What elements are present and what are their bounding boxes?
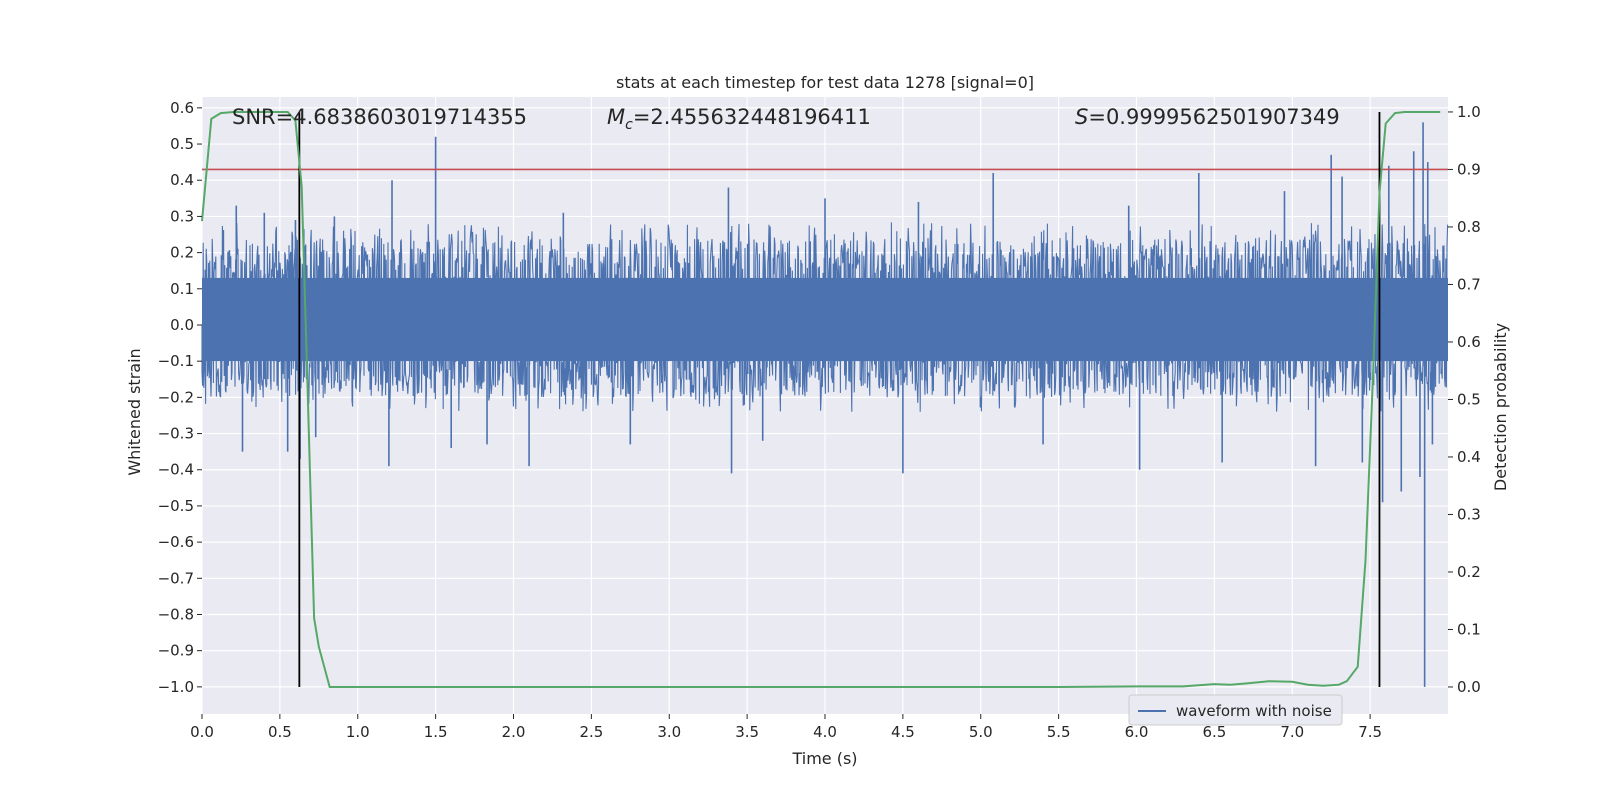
y2-tick-label: 0.5 xyxy=(1457,390,1481,408)
y2-tick-label: 0.2 xyxy=(1457,563,1481,581)
y-tick-label: 0.0 xyxy=(170,316,194,334)
score-annotation: S=0.9999562501907349 xyxy=(1075,105,1340,129)
x-tick-label: 7.5 xyxy=(1358,723,1382,741)
x-tick-label: 7.0 xyxy=(1280,723,1304,741)
overlay-lines xyxy=(201,111,1448,688)
chirp-mass-annotation: Mc=2.455632448196411 xyxy=(607,105,871,133)
x-tick-label: 3.5 xyxy=(735,723,759,741)
y-tick-label: 0.6 xyxy=(170,99,194,117)
x-tick-label: 5.5 xyxy=(1047,723,1071,741)
y-tick-label: 0.1 xyxy=(170,280,194,298)
y2-axis-label: Detection probability xyxy=(1491,323,1510,491)
y-tick-label: −1.0 xyxy=(158,678,194,696)
y2-tick-label: 0.9 xyxy=(1457,160,1481,178)
x-tick-label: 0.5 xyxy=(268,723,292,741)
y-tick-label: −0.5 xyxy=(158,497,194,515)
detection-probability-line xyxy=(201,111,1441,688)
y2-tick-label: 1.0 xyxy=(1457,103,1481,121)
score-value: =0.9999562501907349 xyxy=(1088,105,1339,129)
y-tick-label: −0.6 xyxy=(158,533,194,551)
x-tick-label: 5.0 xyxy=(969,723,993,741)
y-axis-label: Whitened strain xyxy=(125,348,144,475)
x-tick-label: 1.0 xyxy=(346,723,370,741)
x-axis-ticks: 0.0 0.5 1.0 1.5 2.0 2.5 3.0 3.5 4.0 4.5 5.0 5.5 6.0 6… xyxy=(190,714,1382,741)
y2-tick-label: 0.3 xyxy=(1457,505,1481,523)
snr-annotation: SNR=4.6838603019714355 xyxy=(232,105,527,129)
score-symbol: S xyxy=(1075,105,1088,129)
x-tick-label: 4.0 xyxy=(813,723,837,741)
y-tick-label: −0.9 xyxy=(158,642,194,660)
chart-title: stats at each timestep for test data 127… xyxy=(616,73,1034,92)
y2-tick-label: 0.8 xyxy=(1457,218,1481,236)
waveform-series xyxy=(201,122,1449,687)
y-tick-label: 0.4 xyxy=(170,171,194,189)
y2-tick-label: 0.1 xyxy=(1457,620,1481,638)
chirp-mass-subscript: c xyxy=(625,117,633,133)
x-tick-label: 6.0 xyxy=(1125,723,1149,741)
y-tick-label: −0.4 xyxy=(158,461,194,479)
x-tick-label: 1.5 xyxy=(424,723,448,741)
chirp-mass-value: =2.455632448196411 xyxy=(633,105,871,129)
x-tick-label: 3.0 xyxy=(657,723,681,741)
legend: waveform with noise xyxy=(1128,694,1343,726)
y2-tick-label: 0.0 xyxy=(1457,678,1481,696)
x-tick-label: 0.0 xyxy=(190,723,214,741)
y-tick-label: −0.3 xyxy=(158,425,194,443)
x-tick-label: 6.5 xyxy=(1202,723,1226,741)
chirp-mass-symbol: M xyxy=(607,105,625,129)
y2-tick-label: 0.6 xyxy=(1457,333,1481,351)
y2-tick-label: 0.7 xyxy=(1457,275,1481,293)
legend-box xyxy=(1128,694,1343,726)
y-tick-label: 0.2 xyxy=(170,244,194,262)
x-tick-label: 4.5 xyxy=(891,723,915,741)
y2-axis-ticks: 1.0 0.9 0.8 0.7 0.6 0.5 0.4 0.3 0.2 0.1 0.0 xyxy=(1448,103,1481,696)
y-tick-label: −0.2 xyxy=(158,388,194,406)
y2-tick-label: 0.4 xyxy=(1457,448,1481,466)
y-tick-label: −0.8 xyxy=(158,605,194,623)
y-tick-label: 0.5 xyxy=(170,135,194,153)
y-tick-label: −0.7 xyxy=(158,569,194,587)
y-tick-label: −0.1 xyxy=(158,352,194,370)
y-tick-label: 0.3 xyxy=(170,207,194,225)
x-tick-label: 2.5 xyxy=(579,723,603,741)
legend-label-waveform: waveform with noise xyxy=(1176,702,1332,720)
x-axis-label: Time (s) xyxy=(791,749,857,768)
y-axis-ticks: 0.6 0.5 0.4 0.3 0.2 0.1 0.0 −0.1 −0.2 −0.3 −0.4 −0.… xyxy=(158,99,202,696)
x-tick-label: 2.0 xyxy=(502,723,526,741)
